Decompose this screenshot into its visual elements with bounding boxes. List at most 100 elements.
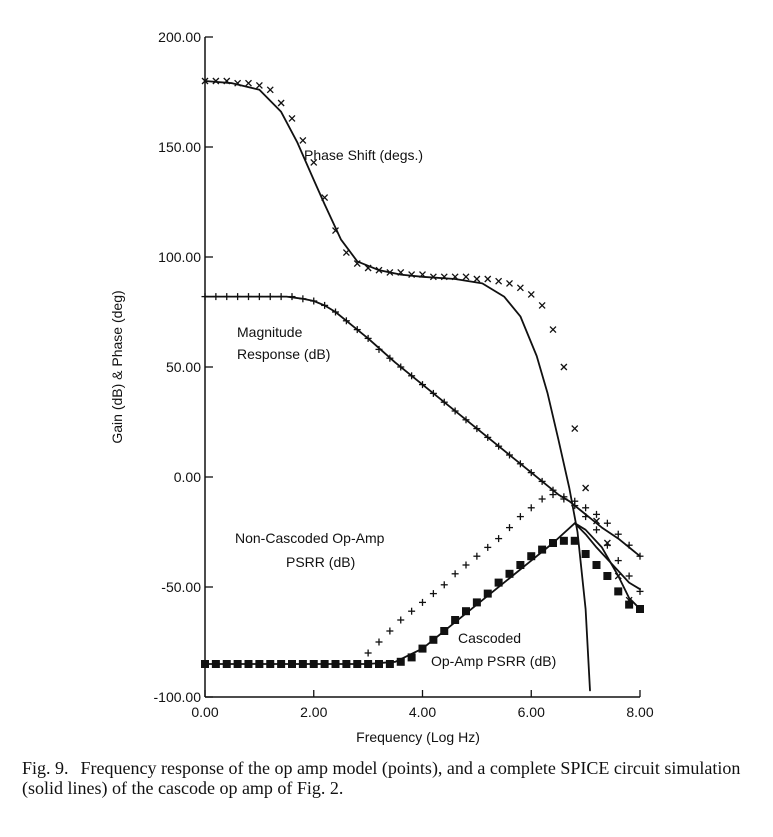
series-1-point [397, 268, 405, 276]
series-5-point [570, 536, 579, 545]
series-3-point [451, 407, 459, 415]
series-5-point [407, 653, 416, 662]
series-3-point [408, 372, 416, 380]
series-3-point [277, 293, 285, 301]
series-1-point [506, 279, 513, 287]
y-tick-label: 100.00 [158, 249, 201, 265]
series-5-point [494, 578, 503, 587]
series-4-point [364, 649, 372, 657]
series-1-point [495, 277, 503, 285]
series-3-point [527, 469, 535, 477]
y-tick-label: -100.00 [154, 689, 202, 705]
y-tick-group: 200.00 150.00 100.00 50.00 0.00 -50.00 -100.00 [154, 29, 213, 705]
series-4-point [538, 495, 546, 503]
series-1-point [571, 425, 579, 433]
annotation-cascoded-line2: Op-Amp PSRR (dB) [431, 653, 556, 669]
series-3-point [223, 293, 231, 301]
series-5-point [396, 657, 405, 666]
series-1-point [560, 363, 568, 371]
series-5-point [559, 536, 568, 545]
series-3-point [419, 381, 426, 389]
series-3-point [516, 460, 524, 468]
series-3-point [201, 293, 209, 301]
series-1-point [473, 275, 481, 283]
series-4-point [440, 581, 448, 589]
series-1-point [419, 271, 426, 279]
series-3-point [255, 293, 263, 301]
x-tick-label: 2.00 [300, 704, 327, 720]
y-tick-label: 150.00 [158, 139, 201, 155]
series-3-point [429, 389, 437, 397]
series-4-point [625, 572, 633, 580]
series-4-point [516, 513, 524, 521]
series-5-point [516, 561, 525, 569]
series-1-point [462, 273, 470, 281]
y-tick-label: 0.00 [174, 469, 201, 485]
series-3-point [288, 293, 296, 301]
x-axis-title: Frequency (Log Hz) [356, 729, 480, 745]
series-5-point [385, 660, 394, 668]
series-4-point [473, 552, 481, 560]
series-1-point [212, 77, 220, 85]
series-3-point [234, 293, 242, 301]
series-3-point [342, 317, 350, 325]
series-3-point [299, 295, 307, 303]
series-1-point [310, 158, 318, 166]
x-tick-label: 4.00 [409, 704, 436, 720]
series-7-line [573, 522, 641, 610]
series-1-point [299, 136, 307, 144]
annotation-noncascoded-line1: Non-Cascoded Op-Amp [235, 530, 385, 546]
series-4-point [527, 504, 535, 512]
series-5-point [614, 587, 623, 596]
series-3-point [310, 297, 318, 305]
series-1-point [527, 290, 535, 298]
series-1-point [353, 260, 361, 268]
x-tick-group: 0.00 2.00 4.00 6.00 8.00 [191, 690, 654, 720]
series-1-point [277, 99, 285, 107]
series-4-point [603, 541, 611, 549]
series-3-point [386, 354, 394, 362]
series-3-point [245, 293, 252, 301]
series-1-point [364, 264, 372, 272]
series-3-point [212, 293, 220, 301]
series-1-point [429, 273, 437, 281]
series-3-point [397, 363, 405, 371]
series-1-point [386, 268, 394, 276]
series-4-point [614, 557, 622, 565]
series-3-point [353, 326, 361, 334]
axes-layer [204, 37, 640, 698]
series-3-point [538, 477, 546, 485]
series-1-point [321, 194, 329, 202]
series-0-line [204, 80, 591, 692]
y-axis-title: Gain (dB) & Phase (deg) [109, 290, 125, 443]
series-5-point [483, 589, 492, 598]
series-3-point [614, 530, 622, 538]
series-4-point [386, 627, 394, 635]
series-1-point [451, 273, 459, 281]
series-3-point [625, 541, 633, 549]
series-4-point [560, 495, 568, 503]
series-4-point [451, 570, 459, 578]
series-5-point [462, 607, 470, 616]
series-1-point [332, 227, 339, 235]
series-4-point [571, 502, 579, 510]
series-4-point [484, 543, 492, 551]
figure-label: Fig. 9. [22, 758, 69, 778]
series-3-point [593, 510, 600, 518]
figure-caption-text: Frequency response of the op amp model (… [22, 758, 741, 798]
series-3-point [332, 308, 339, 316]
series-5-point [625, 600, 634, 609]
series-4-point [506, 524, 513, 532]
series-1-point [342, 249, 350, 257]
series-3-point [321, 301, 329, 309]
series-3-point [484, 433, 492, 441]
series-3-point [266, 293, 274, 301]
series-4-point [462, 561, 470, 569]
series-4-point [408, 607, 416, 615]
series-5-point [581, 550, 590, 558]
series-3-point [506, 451, 513, 459]
series-3-point [582, 504, 590, 512]
series-1-point [288, 114, 296, 122]
series-5-point [472, 598, 481, 607]
series-5-point [603, 572, 612, 580]
